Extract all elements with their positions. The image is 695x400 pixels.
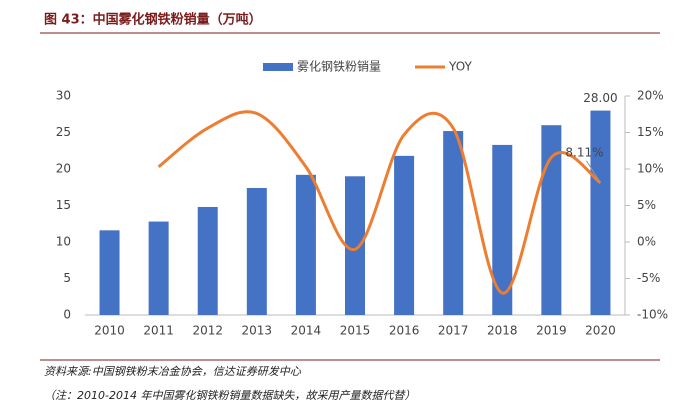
x-tick-label: 2012 <box>192 324 223 338</box>
y2-tick-label: 0% <box>637 235 656 249</box>
bar <box>295 174 316 315</box>
y2-tick-label: 10% <box>637 162 664 176</box>
x-tick-label: 2016 <box>389 324 420 338</box>
value-label: 8.11% <box>565 145 603 159</box>
x-tick-label: 2014 <box>291 324 322 338</box>
y-tick-label: 25 <box>56 125 71 139</box>
y-tick-label: 15 <box>56 198 71 212</box>
x-tick-label: 2010 <box>94 324 125 338</box>
legend-label: YOY <box>448 60 472 74</box>
bar <box>345 176 365 315</box>
y2-tick-label: 5% <box>637 198 656 212</box>
bar <box>590 110 611 315</box>
y-tick-label: 30 <box>56 89 71 103</box>
y-tick-label: 20 <box>56 162 71 176</box>
x-tick-label: 2018 <box>487 324 518 338</box>
value-label: 28.00 <box>583 91 617 105</box>
x-tick-label: 2019 <box>536 324 567 338</box>
y2-tick-label: -5% <box>637 271 660 285</box>
bar <box>99 230 120 315</box>
x-tick-label: 2017 <box>438 324 469 338</box>
y-tick-label: 10 <box>56 235 71 249</box>
x-tick-label: 2011 <box>143 324 174 338</box>
y2-tick-label: 20% <box>637 89 664 103</box>
y-tick-label: 0 <box>63 308 71 322</box>
line <box>157 110 602 295</box>
x-tick-label: 2015 <box>340 324 371 338</box>
y-tick-label: 5 <box>63 271 71 285</box>
y2-tick-label: -10% <box>637 308 668 322</box>
bar <box>148 221 169 315</box>
bar <box>541 125 562 315</box>
source: 资料来源:中国钢铁粉末冶金协会，信达证券研发中心 <box>44 365 302 378</box>
note: （注：2010-2014 年中国雾化钢铁粉销量数据缺失，故采用产量数据代替） <box>44 389 415 400</box>
legend-label: 雾化钢铁粉销量 <box>297 60 381 74</box>
bar <box>443 131 464 315</box>
x-tick-label: 2020 <box>585 324 616 338</box>
label-leader <box>586 160 601 184</box>
bar <box>394 155 415 315</box>
bar <box>246 187 267 315</box>
legend-swatch <box>263 63 293 71</box>
x-tick-label: 2013 <box>242 324 273 338</box>
chart-title: 图 43：中国雾化钢铁粉销量（万吨） <box>44 12 262 28</box>
bar <box>492 144 513 315</box>
y2-tick-label: 15% <box>637 125 664 139</box>
bar <box>197 206 218 315</box>
